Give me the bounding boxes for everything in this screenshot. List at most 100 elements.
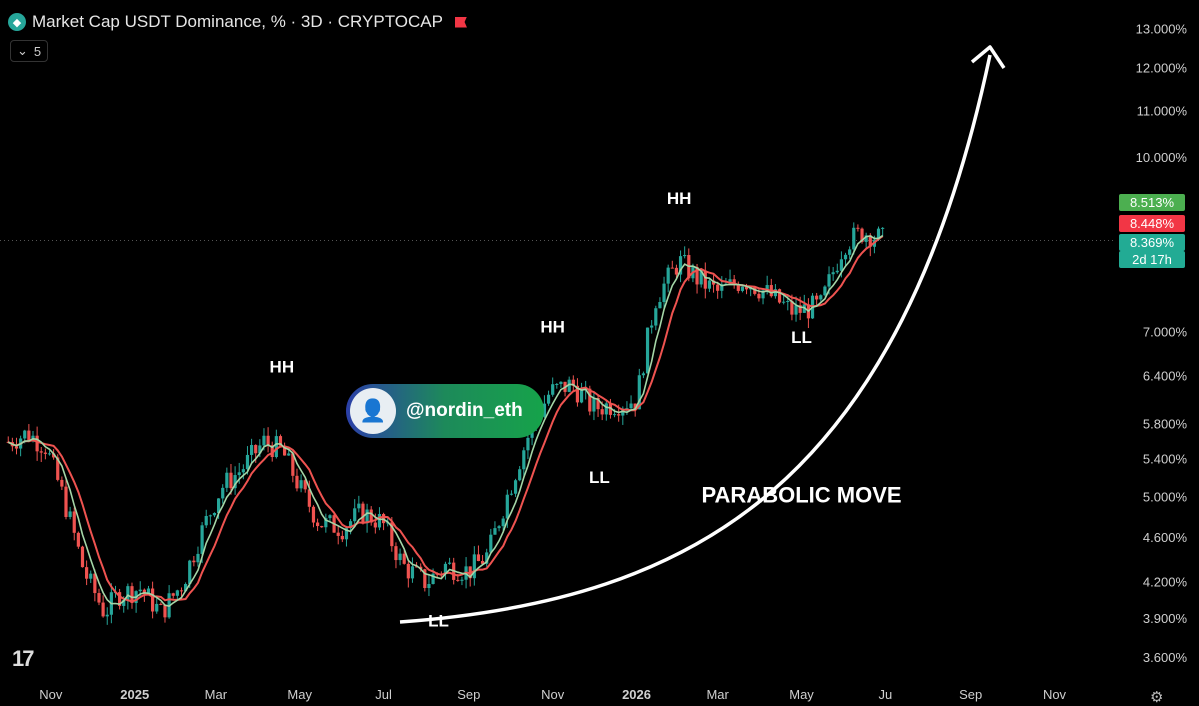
candle-body xyxy=(559,381,563,385)
candle-body xyxy=(241,469,245,473)
y-tick-label: 6.400% xyxy=(1143,368,1188,383)
last-price-value: 8.448% xyxy=(1129,216,1175,231)
candle-body xyxy=(489,534,493,553)
candle-body xyxy=(427,583,431,589)
chart-title: Market Cap USDT Dominance, % · 3D · CRYP… xyxy=(32,12,443,31)
candle-body xyxy=(575,385,580,403)
candle-body xyxy=(126,586,130,601)
candle-body xyxy=(64,486,68,517)
candle-body xyxy=(815,295,819,300)
candle-body xyxy=(14,446,19,449)
candle-body xyxy=(641,373,646,376)
candle-body xyxy=(398,553,402,561)
arrow-head xyxy=(970,45,1006,69)
candle-body xyxy=(551,384,555,395)
countdown-tag: 2d 17h xyxy=(1119,251,1185,268)
candle-body xyxy=(720,284,724,291)
indicator-toggle[interactable]: ⌄ 5 xyxy=(10,40,49,62)
candle-body xyxy=(728,279,732,284)
candle-body xyxy=(192,560,196,563)
candle-body xyxy=(278,436,283,446)
ma-slow-value: 8.369% xyxy=(1129,235,1175,250)
candle-body xyxy=(542,403,547,417)
candle-body xyxy=(282,445,287,456)
candle-body xyxy=(645,327,650,374)
candle-body xyxy=(142,589,146,595)
candle-body xyxy=(633,403,637,410)
parabolic-arrow xyxy=(399,45,1006,624)
candle-body xyxy=(546,394,551,404)
candle-body xyxy=(567,379,571,392)
candle-body xyxy=(406,563,410,579)
candle-body xyxy=(221,487,225,499)
candle-body xyxy=(200,525,204,554)
y-tick-label: 5.400% xyxy=(1143,452,1188,467)
author-badge: 👤 @nordin_eth xyxy=(346,384,544,438)
flag-icon[interactable] xyxy=(454,16,467,28)
candle-body xyxy=(588,388,592,412)
candle-body xyxy=(555,384,559,386)
candle-body xyxy=(753,287,757,294)
candle-body xyxy=(159,603,163,605)
candle-body xyxy=(472,554,476,579)
candle-body xyxy=(101,602,105,617)
y-axis: 13.000% 12.000% 11.000% 10.000% 7.000% 6.400%… xyxy=(1136,21,1188,665)
candle-body xyxy=(423,569,427,589)
candle-body xyxy=(80,546,85,568)
candle-body xyxy=(864,235,868,242)
candle-body xyxy=(716,284,720,291)
candle-body xyxy=(711,280,716,285)
candle-body xyxy=(505,494,509,519)
candle-body xyxy=(662,283,666,303)
candle-body xyxy=(188,560,192,584)
y-tick-label: 13.000% xyxy=(1136,21,1188,36)
candle-body xyxy=(522,450,526,470)
candle-body xyxy=(274,436,278,458)
x-tick-label: Sep xyxy=(959,687,982,702)
candle-body xyxy=(460,579,464,581)
candle-body xyxy=(254,444,258,454)
candle-body xyxy=(501,518,505,527)
candle-body xyxy=(258,445,262,454)
candle-body xyxy=(509,493,514,495)
swing-label: LL xyxy=(791,328,812,347)
candle-body xyxy=(678,256,683,275)
candle-body xyxy=(798,305,802,313)
candle-body xyxy=(848,249,852,255)
candle-body xyxy=(757,293,761,299)
candle-body xyxy=(56,457,60,480)
tradingview-logo[interactable]: 17 xyxy=(12,646,35,671)
candle-body xyxy=(217,498,221,513)
candle-body xyxy=(76,532,80,547)
candle-body xyxy=(249,444,254,455)
candle-body xyxy=(47,453,52,455)
candle-body xyxy=(856,227,860,229)
candle-body xyxy=(823,286,827,296)
candle-body xyxy=(782,301,786,303)
x-tick-label: Sep xyxy=(457,687,480,702)
candle-body xyxy=(881,227,885,229)
avatar: 👤 xyxy=(350,388,396,434)
candle-body xyxy=(303,480,307,490)
candle-body xyxy=(600,409,604,415)
gear-icon[interactable]: ⚙ xyxy=(1150,689,1164,706)
author-handle: @nordin_eth xyxy=(406,400,523,421)
candle-body xyxy=(138,589,142,592)
candle-body xyxy=(171,593,175,596)
candle-body xyxy=(155,603,159,612)
candle-body xyxy=(654,308,658,326)
candle-body xyxy=(163,604,167,618)
candle-body xyxy=(85,567,89,579)
candle-body xyxy=(97,593,101,603)
candle-body xyxy=(703,270,707,289)
candle-body xyxy=(695,267,699,285)
candle-body xyxy=(736,285,740,291)
swing-label: LL xyxy=(589,468,610,487)
candle-body xyxy=(650,325,654,328)
candle-body xyxy=(295,475,299,489)
candle-body xyxy=(740,286,745,291)
x-tick-label: Jul xyxy=(375,687,392,702)
candle-body xyxy=(336,532,340,536)
candle-body xyxy=(320,526,324,528)
